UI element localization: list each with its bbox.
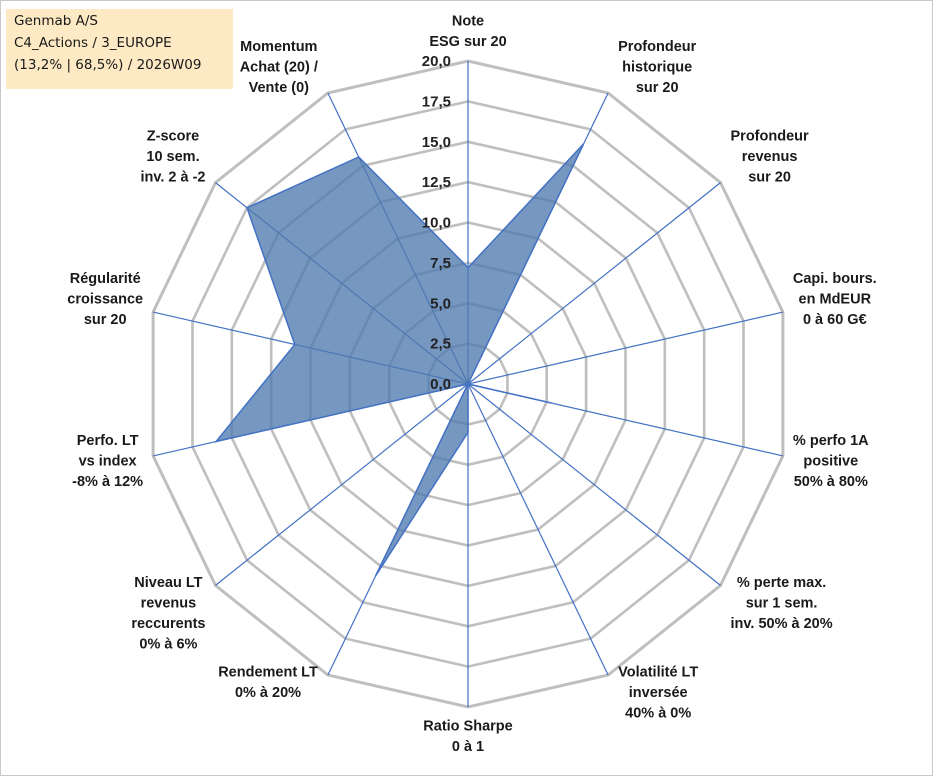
- tick-label: 15,0: [422, 134, 451, 151]
- tick-label: 5,0: [430, 295, 451, 312]
- axis-label: Niveau LT revenus reccurents 0% à 6%: [131, 575, 205, 653]
- axis-label-line: Profondeur: [618, 39, 696, 55]
- axis-spoke: [467, 182, 721, 385]
- axis-label: Z-score 10 sem. inv. 2 à -2: [140, 129, 205, 186]
- axis-label-line: 0% à 6%: [139, 636, 197, 652]
- axis-label-line: 10 sem.: [146, 149, 199, 165]
- axis-label: Capi. bours. en MdEUR 0 à 60 G€: [793, 271, 877, 328]
- tick-label: 2,5: [430, 336, 451, 353]
- axis-label-line: inversée: [629, 685, 688, 701]
- series-area: [214, 143, 585, 577]
- tick-label: 12,5: [422, 174, 451, 191]
- axis-label-line: 50% à 80%: [794, 474, 868, 490]
- axis-label-line: sur 1 sem.: [746, 595, 818, 611]
- axis-label-line: revenus: [742, 149, 798, 165]
- axis-label-line: Vente (0): [249, 80, 310, 96]
- series-polygon: [214, 143, 585, 577]
- axis-label: Note ESG sur 20: [429, 14, 506, 51]
- axis-label-line: 0 à 60 G€: [803, 312, 867, 328]
- axis-label-line: % perte max.: [737, 575, 826, 591]
- axis-label-line: ESG sur 20: [429, 34, 506, 50]
- axis-label-line: -8% à 12%: [72, 474, 143, 490]
- axis-label-line: Volatilité LT: [618, 665, 698, 681]
- axis-label: Momentum Achat (20) / Vente (0): [240, 39, 318, 96]
- axis-label-line: vs index: [79, 453, 137, 469]
- axis-spoke: [467, 383, 721, 586]
- axis-label: Régularité croissance sur 20: [67, 271, 143, 328]
- axis-label: Profondeur historique sur 20: [618, 39, 696, 96]
- axis-label: Profondeur revenus sur 20: [731, 129, 809, 186]
- axis-label-line: sur 20: [636, 80, 679, 96]
- axis-label-line: sur 20: [84, 312, 127, 328]
- axis-label-line: 40% à 0%: [625, 706, 691, 722]
- axis-label-line: Niveau LT: [134, 575, 202, 591]
- axis-labels: Note ESG sur 20 Profondeur historique sur 20…: [67, 14, 876, 756]
- axis-label-line: Momentum: [240, 39, 317, 55]
- axis-label-line: inv. 2 à -2: [140, 170, 205, 186]
- axis-label-line: revenus: [141, 595, 197, 611]
- axis-label-line: Perfo. LT: [77, 433, 139, 449]
- axis-label-line: 0 à 1: [452, 739, 484, 755]
- axis-label-line: reccurents: [131, 616, 205, 632]
- axis-label-line: Capi. bours.: [793, 271, 877, 287]
- axis-label-line: 0% à 20%: [235, 685, 301, 701]
- axis-label-line: historique: [622, 60, 692, 76]
- axis-label-line: % perfo 1A: [793, 433, 869, 449]
- axis-label-line: sur 20: [748, 170, 791, 186]
- axis-label: Ratio Sharpe 0 à 1: [423, 719, 512, 756]
- info-box: Genmab A/S C4_Actions / 3_EUROPE (13,2% …: [6, 9, 233, 89]
- tick-label: 20,0: [422, 53, 451, 70]
- info-company: Genmab A/S: [14, 13, 98, 29]
- axis-label: % perfo 1A positive 50% à 80%: [793, 433, 869, 490]
- tick-labels: 0,0 2,5 5,0 7,5 10,0 12,5 15,0 17,5 20,0: [422, 53, 451, 393]
- info-stats: (13,2% | 68,5%) / 2026W09: [14, 57, 202, 73]
- tick-label: 10,0: [422, 215, 451, 232]
- axis-label-line: Rendement LT: [218, 665, 318, 681]
- axis-spoke: [215, 383, 469, 586]
- axis-label-line: Note: [452, 14, 484, 30]
- tick-label: 17,5: [422, 93, 451, 110]
- axis-label-line: en MdEUR: [799, 291, 872, 307]
- info-category: C4_Actions / 3_EUROPE: [14, 35, 172, 51]
- axis-label-line: Z-score: [147, 129, 199, 145]
- tick-label: 0,0: [430, 376, 451, 393]
- axis-label-line: Achat (20) /: [240, 60, 318, 76]
- axis-label-line: Régularité: [70, 271, 141, 287]
- axis-label-line: croissance: [67, 291, 143, 307]
- axis-label-line: positive: [803, 453, 858, 469]
- tick-label: 7,5: [430, 255, 451, 272]
- axis-label-line: Profondeur: [731, 129, 809, 145]
- axis-label-line: Ratio Sharpe: [423, 719, 512, 735]
- axis-label: Volatilité LT inversée 40% à 0%: [618, 665, 698, 722]
- axis-spoke: [467, 383, 609, 676]
- axis-label: Rendement LT 0% à 20%: [218, 665, 318, 702]
- axis-label-line: inv. 50% à 20%: [731, 616, 833, 632]
- axis-label: Perfo. LT vs index -8% à 12%: [72, 433, 143, 490]
- axis-spoke: [467, 311, 784, 385]
- axis-label: % perte max. sur 1 sem. inv. 50% à 20%: [731, 575, 833, 632]
